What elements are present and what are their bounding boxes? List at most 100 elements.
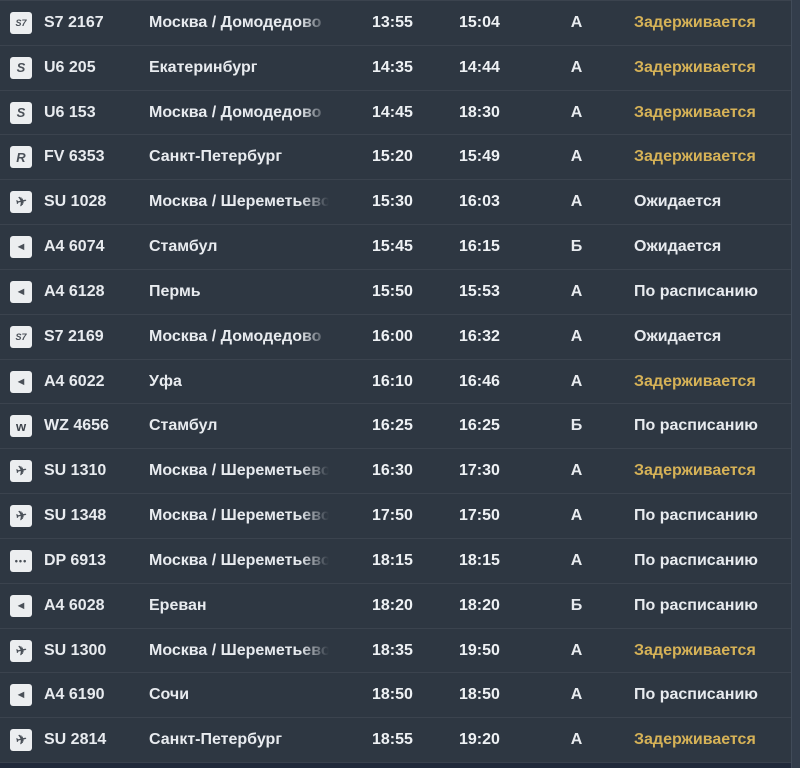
airline-logo-glyph: ◄ (15, 375, 27, 388)
terminal-letter: А (570, 282, 583, 300)
destination-city: Москва / Шереметьево (149, 191, 334, 214)
estimated-time: 15:49 (459, 148, 500, 166)
airline-logo-glyph: ✈ (14, 193, 28, 211)
destination-city: Сочи (149, 684, 334, 707)
aeroflot-logo-icon: ✈ (10, 729, 32, 752)
scheduled-time: 18:50 (372, 686, 413, 704)
scheduled-time: 16:25 (372, 417, 413, 435)
flight-status: По расписанию (634, 551, 758, 569)
flight-number: SU 1028 (44, 193, 107, 211)
terminal-letter: А (570, 686, 583, 704)
ural-airlines-logo-icon: S (10, 56, 32, 79)
flight-table-row[interactable]: ◄ A4 6022 Уфа 16:10 16:46 А Задерживаетс… (0, 358, 791, 404)
scheduled-time: 17:50 (372, 507, 413, 525)
terminal-letter: А (570, 327, 583, 345)
flight-status: Ожидается (634, 193, 722, 211)
vertical-scrollbar-track[interactable] (791, 0, 800, 768)
terminal-letter: А (570, 507, 583, 525)
flight-table-row[interactable]: ✈ SU 1310 Москва / Шереметьево 16:30 17:… (0, 448, 791, 494)
flight-number: U6 205 (44, 58, 96, 76)
estimated-time: 15:04 (459, 13, 500, 31)
ural-airlines-logo-icon: S (10, 101, 32, 124)
scheduled-time: 15:20 (372, 148, 413, 166)
estimated-time: 14:44 (459, 58, 500, 76)
aeroflot-logo-icon: ✈ (10, 639, 32, 662)
flight-table-row[interactable]: ••• DP 6913 Москва / Шереметьево 18:15 1… (0, 537, 791, 583)
flight-table-row[interactable]: S U6 205 Екатеринбург 14:35 14:44 А Заде… (0, 44, 791, 90)
estimated-time: 18:30 (459, 103, 500, 121)
flight-number: SU 1348 (44, 507, 107, 525)
airline-logo-glyph: ••• (14, 555, 28, 566)
flight-table-row[interactable]: ◄ A4 6028 Ереван 18:20 18:20 Б По распис… (0, 582, 791, 628)
azimuth-airlines-logo-icon: ◄ (10, 684, 32, 707)
terminal-letter: А (570, 193, 583, 211)
aeroflot-logo-icon: ✈ (10, 505, 32, 528)
scheduled-time: 16:10 (372, 372, 413, 390)
scheduled-time: 18:15 (372, 551, 413, 569)
airline-logo-glyph: ◄ (15, 241, 27, 254)
airline-logo-glyph: S (16, 105, 26, 121)
flight-table-row[interactable]: S7 S7 2167 Москва / Домодедово 13:55 15:… (0, 0, 791, 45)
bottom-bar (0, 762, 791, 768)
flight-status: Задерживается (634, 372, 756, 390)
destination-city: Санкт-Петербург (149, 729, 334, 752)
airline-logo-glyph: ✈ (14, 462, 28, 480)
scheduled-time: 18:55 (372, 731, 413, 749)
flight-table-row[interactable]: w WZ 4656 Стамбул 16:25 16:25 Б По распи… (0, 403, 791, 449)
flight-table-row[interactable]: ✈ SU 1300 Москва / Шереметьево 18:35 19:… (0, 627, 791, 673)
scheduled-time: 13:55 (372, 13, 413, 31)
flight-table-row[interactable]: ◄ A4 6128 Пермь 15:50 15:53 А По расписа… (0, 268, 791, 314)
flight-table-row[interactable]: ✈ SU 2814 Санкт-Петербург 18:55 19:20 А … (0, 717, 791, 763)
destination-city: Уфа (149, 370, 334, 393)
estimated-time: 16:03 (459, 193, 500, 211)
flight-number: FV 6353 (44, 148, 105, 166)
airline-logo-glyph: ◄ (15, 285, 27, 298)
destination-city: Стамбул (149, 236, 334, 259)
flight-status: Задерживается (634, 103, 756, 121)
aeroflot-logo-icon: ✈ (10, 460, 32, 483)
terminal-letter: Б (570, 417, 583, 435)
flight-status: Задерживается (634, 731, 756, 749)
flight-status: Задерживается (634, 148, 756, 166)
flight-table-row[interactable]: ✈ SU 1348 Москва / Шереметьево 17:50 17:… (0, 493, 791, 538)
terminal-letter: А (570, 103, 583, 121)
estimated-time: 16:32 (459, 327, 500, 345)
azimuth-airlines-logo-icon: ◄ (10, 370, 32, 393)
destination-city: Москва / Домодедово (149, 101, 334, 124)
destination-city: Стамбул (149, 415, 334, 438)
flight-number: DP 6913 (44, 551, 106, 569)
flight-table-row[interactable]: ◄ A4 6074 Стамбул 15:45 16:15 Б Ожидаетс… (0, 224, 791, 269)
flight-status: По расписанию (634, 686, 758, 704)
flight-number: U6 153 (44, 103, 96, 121)
flight-table-row[interactable]: S7 S7 2169 Москва / Домодедово 16:00 16:… (0, 313, 791, 359)
flight-number: A4 6022 (44, 372, 105, 390)
estimated-time: 19:20 (459, 731, 500, 749)
scheduled-time: 15:45 (372, 238, 413, 256)
flight-table-row[interactable]: ◄ A4 6190 Сочи 18:50 18:50 А По расписан… (0, 672, 791, 718)
airline-logo-glyph: R (16, 149, 26, 165)
estimated-time: 16:25 (459, 417, 500, 435)
flight-number: SU 2814 (44, 731, 107, 749)
flight-table-row[interactable]: R FV 6353 Санкт-Петербург 15:20 15:49 А … (0, 134, 791, 180)
scheduled-time: 14:35 (372, 58, 413, 76)
terminal-letter: А (570, 13, 583, 31)
flight-table-row[interactable]: ✈ SU 1028 Москва / Шереметьево 15:30 16:… (0, 179, 791, 225)
flight-status: По расписанию (634, 417, 758, 435)
aeroflot-logo-icon: ✈ (10, 191, 32, 214)
scheduled-time: 14:45 (372, 103, 413, 121)
destination-city: Москва / Домодедово (149, 11, 334, 34)
estimated-time: 19:50 (459, 641, 500, 659)
s7-airlines-logo-icon: S7 (10, 11, 32, 34)
flight-number: A4 6190 (44, 686, 105, 704)
destination-city: Москва / Шереметьево (149, 505, 334, 528)
flight-table-row[interactable]: S U6 153 Москва / Домодедово 14:45 18:30… (0, 89, 791, 135)
flight-status: Задерживается (634, 13, 756, 31)
terminal-letter: А (570, 462, 583, 480)
airline-logo-glyph: w (15, 418, 27, 434)
destination-city: Пермь (149, 280, 334, 303)
red-wings-logo-icon: w (10, 415, 32, 438)
scheduled-time: 18:20 (372, 596, 413, 614)
azimuth-airlines-logo-icon: ◄ (10, 280, 32, 303)
airline-logo-glyph: S7 (15, 331, 27, 342)
